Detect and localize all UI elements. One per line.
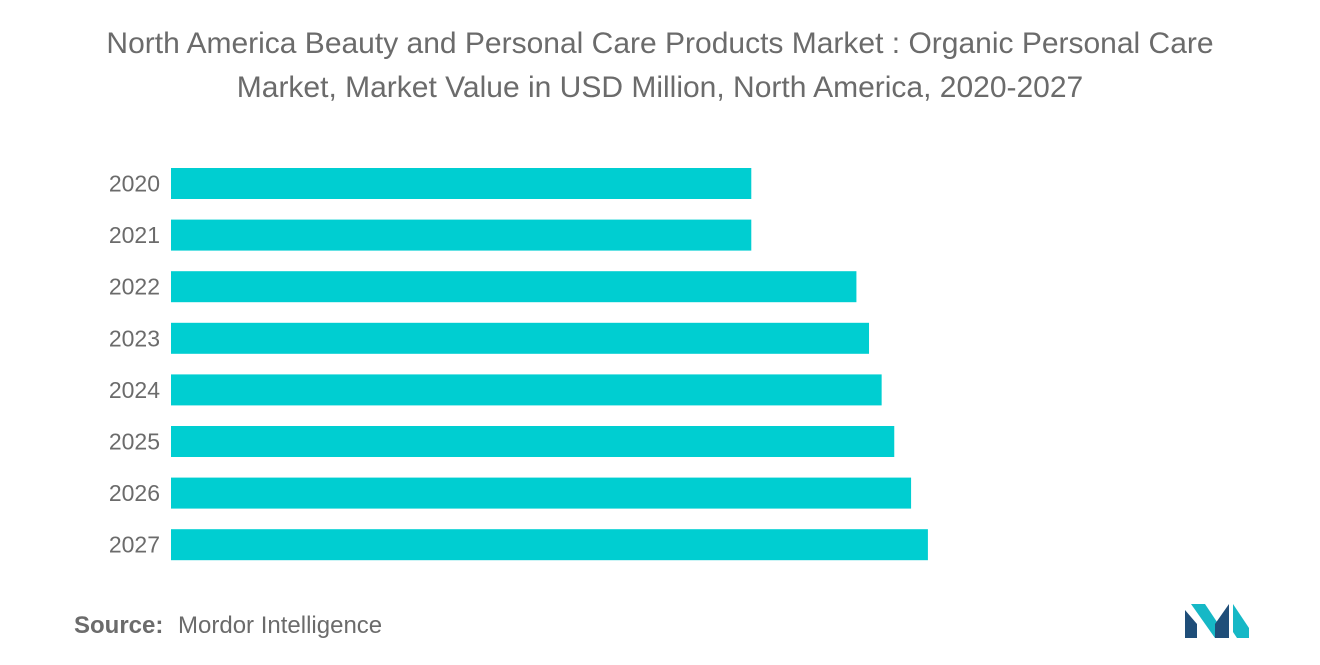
bar-2024 <box>171 374 882 406</box>
category-label-2022: 2022 <box>109 274 160 300</box>
bar-2025 <box>171 426 895 457</box>
bar-2021 <box>171 219 752 251</box>
category-label-2020: 2020 <box>109 171 160 197</box>
mordor-intelligence-logo-icon <box>1185 604 1249 638</box>
category-label-2027: 2027 <box>109 532 160 558</box>
chart-title-line-1: North America Beauty and Personal Care P… <box>106 27 1214 60</box>
category-label-2024: 2024 <box>109 377 160 403</box>
bar-2023 <box>171 322 870 354</box>
bar-2027 <box>171 529 928 561</box>
chart-title: North America Beauty and Personal Care P… <box>40 22 1280 110</box>
bar-2026 <box>171 477 912 509</box>
category-label-2021: 2021 <box>109 222 160 248</box>
category-label-2023: 2023 <box>109 325 160 351</box>
bar-2022 <box>171 271 857 303</box>
category-label-2026: 2026 <box>109 480 160 506</box>
chart-title-line-2: Market, Market Value in USD Million, Nor… <box>236 71 1084 104</box>
source-note: Source: Mordor Intelligence <box>74 612 382 640</box>
bar-2020 <box>171 168 752 199</box>
source-text: Mordor Intelligence <box>178 612 383 639</box>
source-label: Source: <box>74 612 164 639</box>
category-label-2025: 2025 <box>109 429 160 455</box>
